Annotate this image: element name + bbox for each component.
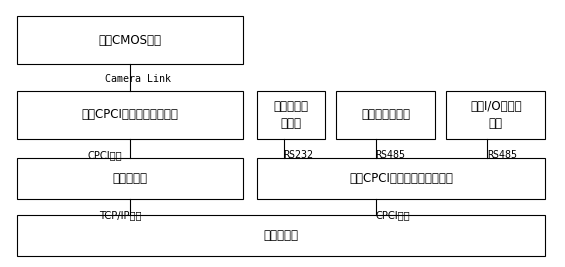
Bar [336, 91, 435, 139]
Text: TCP/IP通信: TCP/IP通信 [99, 210, 141, 220]
Text: 面阵CMOS相机: 面阵CMOS相机 [98, 34, 162, 46]
Bar [17, 16, 243, 64]
Text: 基于CPCI接口的图像采集卡: 基于CPCI接口的图像采集卡 [81, 108, 179, 121]
Text: 前端工控机: 前端工控机 [264, 229, 298, 242]
Text: 数字I/O信号控
制卡: 数字I/O信号控 制卡 [470, 100, 521, 130]
Text: Camera Link: Camera Link [105, 74, 171, 84]
Bar [17, 215, 545, 256]
Text: CPCI通信: CPCI通信 [376, 210, 410, 220]
Text: 模拟信号采集卡: 模拟信号采集卡 [361, 108, 410, 121]
Text: 相机工控机: 相机工控机 [112, 172, 147, 185]
Bar [17, 158, 243, 199]
Text: 基于CPCI通信的串口扩展板卡: 基于CPCI通信的串口扩展板卡 [349, 172, 453, 185]
Text: CPCI通信: CPCI通信 [88, 150, 122, 160]
Text: 激光多普勒
测速仪: 激光多普勒 测速仪 [273, 100, 308, 130]
Bar [446, 91, 545, 139]
Text: RS485: RS485 [487, 150, 517, 160]
Bar [17, 91, 243, 139]
Bar [257, 158, 545, 199]
Text: RS485: RS485 [376, 150, 406, 160]
Text: RS232: RS232 [284, 150, 314, 160]
Bar [257, 91, 325, 139]
